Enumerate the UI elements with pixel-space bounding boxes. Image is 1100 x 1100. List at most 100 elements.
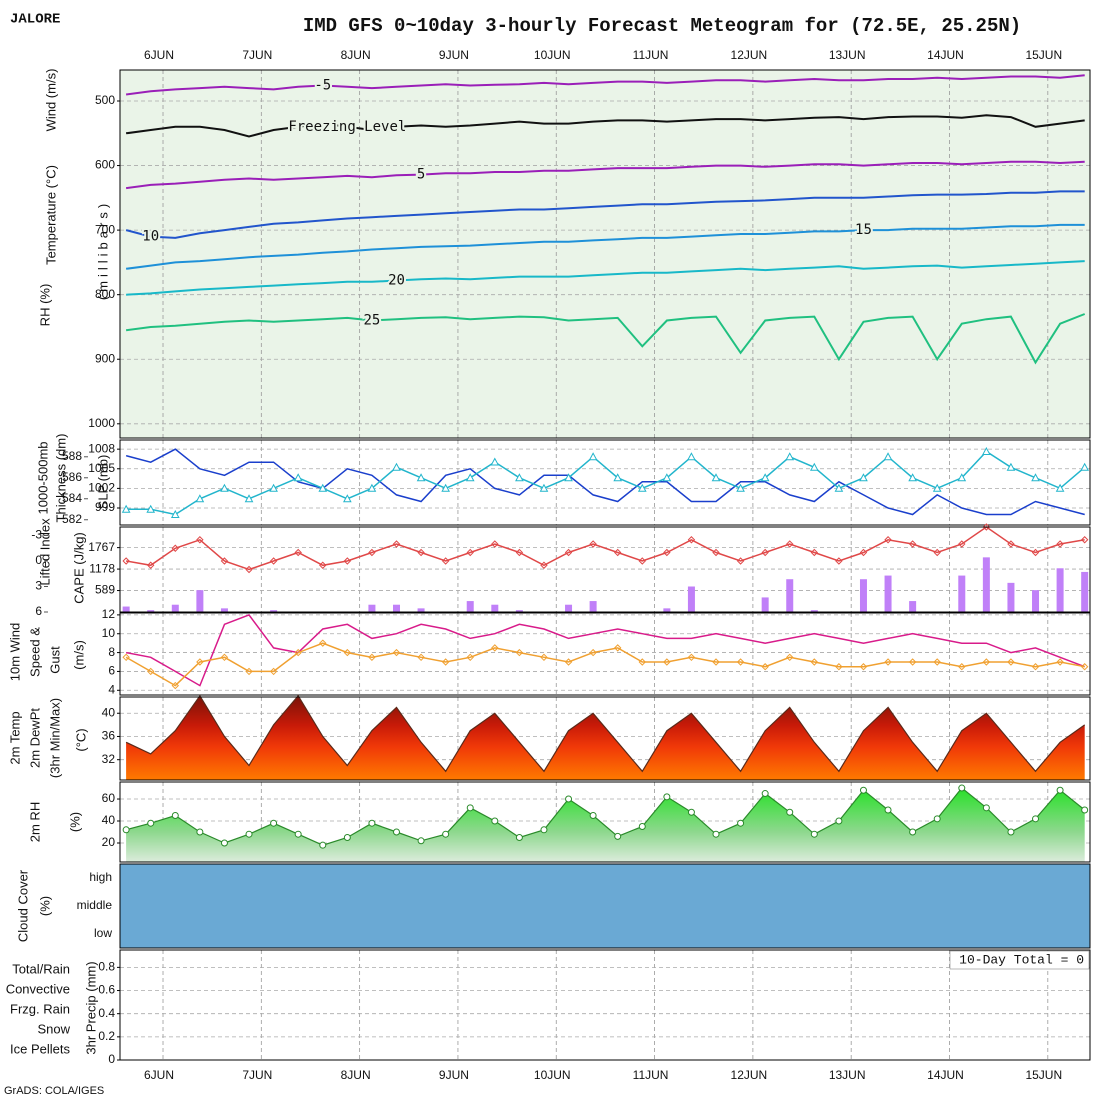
cape-bar	[687, 586, 695, 612]
marker	[491, 644, 499, 652]
marker	[539, 483, 549, 492]
y2-tick-label: -3	[31, 528, 42, 542]
marker	[663, 658, 671, 666]
marker	[909, 828, 917, 836]
marker	[638, 557, 646, 565]
y-tick-label: 0	[108, 1052, 115, 1066]
x-tick-label-bottom: 15JUN	[1025, 1068, 1062, 1082]
annotation-box	[949, 950, 1090, 970]
marker	[245, 565, 253, 574]
marker	[1080, 536, 1089, 544]
marker	[170, 509, 180, 519]
y-tick-label: 1002	[88, 481, 115, 495]
marker	[908, 473, 917, 482]
marker	[1031, 548, 1040, 557]
y-axis-label: Cloud Cover	[15, 869, 30, 942]
line	[125, 526, 1085, 571]
y-tick-label: 800	[95, 287, 115, 301]
marker	[663, 793, 671, 801]
marker	[810, 658, 819, 666]
x-tick-label-bottom: 6JUN	[144, 1068, 174, 1082]
marker	[908, 540, 917, 548]
y-axis-label: (millibars)	[95, 200, 110, 300]
cape-bar	[147, 610, 155, 612]
marker	[564, 548, 573, 557]
marker	[441, 483, 450, 492]
marker	[368, 653, 376, 662]
area-line	[125, 787, 1086, 846]
cape-bar	[958, 575, 966, 612]
cape-bar	[909, 601, 917, 612]
marker	[293, 473, 303, 482]
marker	[244, 494, 254, 503]
marker	[368, 548, 376, 557]
marker	[933, 815, 941, 823]
marker	[613, 644, 622, 652]
y2-tick-label: 3	[35, 579, 42, 593]
marker	[564, 473, 573, 482]
marker	[343, 494, 352, 503]
marker	[1006, 462, 1016, 471]
y-tick-label: 0.8	[98, 960, 115, 974]
line	[125, 448, 1085, 516]
marker	[122, 557, 130, 565]
marker	[859, 473, 868, 482]
y2-tick-label: 582	[62, 512, 82, 526]
marker	[515, 833, 523, 841]
cape-bar	[859, 579, 867, 612]
line	[125, 642, 1085, 687]
marker	[687, 452, 696, 461]
marker	[958, 540, 966, 548]
marker	[466, 653, 474, 662]
y-axis-label: 1000-500mb	[35, 442, 50, 515]
y-axis-label: (3hr Min/Max)	[47, 698, 62, 778]
marker	[147, 819, 155, 827]
y-category-label: middle	[77, 898, 113, 912]
marker	[1080, 663, 1089, 671]
marker	[687, 653, 696, 662]
y-axis-label: Wind (m/s)	[43, 69, 58, 132]
marker	[1056, 540, 1064, 548]
marker	[1081, 806, 1089, 814]
marker	[343, 833, 351, 841]
marker	[417, 548, 425, 557]
y-tick-label: 0.6	[98, 983, 115, 997]
panel-frame	[119, 696, 1091, 781]
contour-label: 25	[363, 312, 380, 328]
marker	[761, 663, 769, 671]
cape-bar	[171, 604, 179, 612]
marker	[220, 557, 229, 565]
marker	[196, 536, 204, 544]
y-tick-label: 900	[95, 351, 115, 365]
y-axis-label: 2m RH	[27, 802, 42, 842]
marker	[1031, 473, 1040, 482]
marker	[122, 653, 130, 662]
marker	[490, 457, 500, 466]
marker	[465, 473, 475, 482]
y-tick-label: 12	[102, 607, 116, 621]
y2-tick-label: 588	[62, 449, 82, 463]
marker	[245, 667, 253, 676]
y-axis-label: (°C)	[73, 728, 88, 751]
marker	[319, 639, 327, 647]
marker	[736, 658, 745, 666]
cape-bar	[663, 608, 671, 612]
line	[126, 450, 1086, 516]
cape-bar	[1081, 571, 1089, 612]
cape-bar	[515, 610, 523, 612]
marker	[515, 648, 524, 657]
y-axis-label: Lifted Index	[37, 518, 52, 586]
marker	[982, 523, 991, 531]
x-tick-label-top: 14JUN	[927, 48, 964, 62]
y-tick-label: 1767	[88, 540, 115, 554]
panel-background	[120, 864, 1090, 948]
marker	[785, 452, 795, 461]
marker	[245, 830, 253, 838]
line	[125, 223, 1085, 270]
marker	[835, 557, 843, 565]
marker	[786, 653, 794, 662]
y-tick-label: 0.2	[98, 1029, 115, 1043]
chart-title: IMD GFS 0~10day 3-hourly Forecast Meteog…	[303, 15, 1021, 37]
area-line	[125, 694, 1086, 773]
cape-bar	[220, 608, 228, 612]
